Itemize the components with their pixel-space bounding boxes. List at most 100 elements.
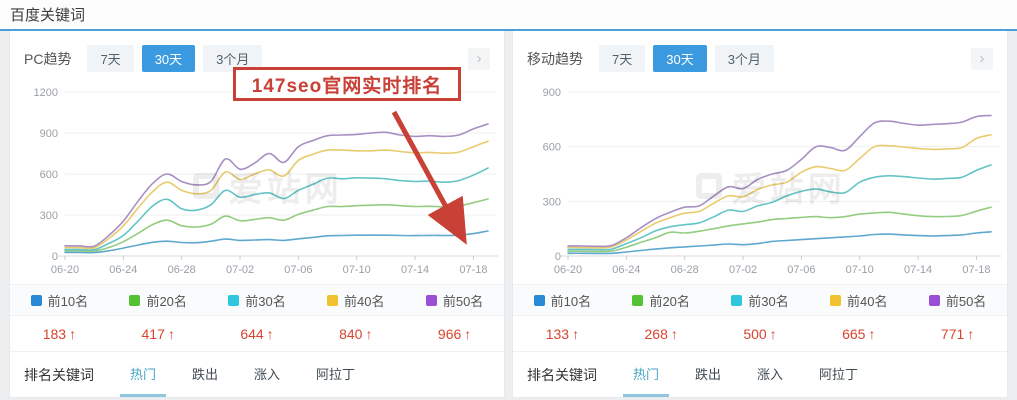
- svg-text:600: 600: [543, 142, 561, 154]
- svg-text:07-02: 07-02: [226, 264, 254, 276]
- svg-text:900: 900: [40, 128, 58, 140]
- keyword-tabs-label: 排名关键词: [24, 366, 94, 383]
- top10-swatch-icon: [533, 294, 545, 306]
- pc-line-chart: 0 300 600 900 1200 06-20 06-24 06-28 07-02 07-06 0…: [34, 87, 498, 276]
- svg-text:07-18: 07-18: [459, 264, 487, 276]
- count-top20: 417 ↑: [141, 325, 175, 342]
- legend-item-top30[interactable]: 前30名: [711, 291, 810, 310]
- svg-text:07-02: 07-02: [729, 264, 757, 276]
- legend-item-top30[interactable]: 前30名: [208, 291, 307, 310]
- svg-text:06-24: 06-24: [612, 264, 640, 276]
- mobile-range-tab-7d[interactable]: 7天: [599, 45, 646, 72]
- svg-text:300: 300: [40, 210, 58, 222]
- legend-item-top10[interactable]: 前10名: [10, 291, 109, 310]
- mobile-trend-label: 移动趋势: [527, 50, 583, 67]
- svg-text:900: 900: [543, 87, 561, 99]
- legend-item-top20[interactable]: 前20名: [109, 291, 208, 310]
- top20-swatch-icon: [632, 294, 644, 306]
- count-top10: 133 ↑: [545, 325, 580, 342]
- pc-keyword-tabs: 排名关键词 热门 跌出 涨入 阿拉丁: [10, 352, 504, 397]
- top40-swatch-icon: [327, 294, 339, 306]
- pc-range-tab-30d[interactable]: 30天: [141, 45, 196, 72]
- legend-item-top50[interactable]: 前50名: [908, 291, 1007, 310]
- mobile-keyword-tabs: 排名关键词 热门 跌出 涨入 阿拉丁: [513, 352, 1007, 397]
- svg-text:07-06: 07-06: [787, 264, 815, 276]
- count-top40: 665 ↑: [842, 325, 876, 342]
- top10-swatch-icon: [30, 294, 42, 306]
- mobile-panel-header: 移动趋势 7天 30天 3个月 ›: [513, 31, 1007, 78]
- count-top30: 644 ↑: [240, 325, 274, 342]
- page-header: 百度关键词: [0, 0, 1017, 31]
- mobile-trend-chart: 爱站网 0 300 600 900 06-20 06-24 06-28 07-02 07-06 0…: [513, 80, 1007, 284]
- kw-tab-dropped[interactable]: 跌出: [695, 366, 722, 382]
- up-arrow-icon: ↑: [69, 325, 77, 342]
- up-arrow-icon: ↑: [769, 325, 777, 342]
- trend-cards: PC趋势 7天 30天 3个月 › 爱站网 0 300 600 900 1200 06-2…: [0, 31, 1017, 398]
- up-arrow-icon: ↑: [167, 325, 175, 342]
- top30-swatch-icon: [731, 294, 743, 306]
- kw-tab-hot[interactable]: 热门: [623, 352, 670, 397]
- count-top50: 771 ↑: [940, 325, 975, 342]
- count-top40: 840 ↑: [339, 325, 373, 342]
- kw-tab-hot[interactable]: 热门: [120, 352, 167, 397]
- kw-tab-aladdin[interactable]: 阿拉丁: [316, 366, 356, 382]
- svg-text:07-10: 07-10: [343, 264, 371, 276]
- svg-text:07-10: 07-10: [846, 264, 874, 276]
- pc-panel-header: PC趋势 7天 30天 3个月 ›: [10, 31, 504, 78]
- svg-text:1200: 1200: [34, 87, 58, 99]
- mobile-trend-panel: 移动趋势 7天 30天 3个月 › 爱站网 0 300 600 900 06-20 06-…: [512, 31, 1008, 398]
- mobile-range-tab-3m[interactable]: 3个月: [714, 45, 774, 72]
- svg-text:07-14: 07-14: [904, 264, 932, 276]
- chevron-right-icon[interactable]: ›: [468, 47, 490, 70]
- legend-item-top20[interactable]: 前20名: [612, 291, 711, 310]
- pc-legend: 前10名 前20名 前30名 前40名 前50名: [10, 284, 504, 316]
- legend-item-top10[interactable]: 前10名: [513, 291, 612, 310]
- kw-tab-dropped[interactable]: 跌出: [192, 366, 219, 382]
- count-top20: 268 ↑: [644, 325, 678, 342]
- svg-text:06-24: 06-24: [109, 264, 137, 276]
- chevron-right-icon[interactable]: ›: [971, 47, 993, 70]
- svg-text:07-18: 07-18: [962, 264, 990, 276]
- count-top50: 966 ↑: [437, 325, 472, 342]
- up-arrow-icon: ↑: [464, 325, 472, 342]
- top40-swatch-icon: [830, 294, 842, 306]
- top50-swatch-icon: [425, 294, 437, 306]
- svg-text:06-20: 06-20: [554, 264, 582, 276]
- svg-text:06-28: 06-28: [168, 264, 196, 276]
- mobile-legend: 前10名 前20名 前30名 前40名 前50名: [513, 284, 1007, 316]
- pc-rank-counts: 183 ↑ 417 ↑ 644 ↑ 840 ↑ 966 ↑: [10, 316, 504, 352]
- count-top30: 500 ↑: [743, 325, 777, 342]
- page-title: 百度关键词: [10, 7, 86, 24]
- up-arrow-icon: ↑: [572, 325, 580, 342]
- up-arrow-icon: ↑: [967, 325, 975, 342]
- legend-item-top50[interactable]: 前50名: [405, 291, 504, 310]
- top50-swatch-icon: [928, 294, 940, 306]
- pc-trend-label: PC趋势: [24, 50, 72, 67]
- kw-tab-aladdin[interactable]: 阿拉丁: [819, 366, 859, 382]
- keyword-tabs-label: 排名关键词: [527, 366, 597, 383]
- top20-swatch-icon: [129, 294, 141, 306]
- count-top10: 183 ↑: [42, 325, 77, 342]
- pc-range-tab-7d[interactable]: 7天: [87, 45, 134, 72]
- svg-text:07-14: 07-14: [401, 264, 429, 276]
- legend-item-top40[interactable]: 前40名: [306, 291, 405, 310]
- svg-text:300: 300: [543, 196, 561, 208]
- svg-text:0: 0: [555, 251, 561, 263]
- up-arrow-icon: ↑: [670, 325, 678, 342]
- annotation-callout: 147seo官网实时排名: [233, 67, 461, 101]
- kw-tab-risen[interactable]: 涨入: [757, 366, 784, 382]
- svg-text:600: 600: [40, 169, 58, 181]
- up-arrow-icon: ↑: [365, 325, 373, 342]
- pc-trend-chart: 爱站网 0 300 600 900 1200 06-20 06-24 06-28 07-02 07…: [10, 80, 504, 284]
- svg-text:06-28: 06-28: [671, 264, 699, 276]
- svg-text:0: 0: [52, 251, 58, 263]
- up-arrow-icon: ↑: [266, 325, 274, 342]
- up-arrow-icon: ↑: [868, 325, 876, 342]
- mobile-rank-counts: 133 ↑ 268 ↑ 500 ↑ 665 ↑ 771 ↑: [513, 316, 1007, 352]
- kw-tab-risen[interactable]: 涨入: [254, 366, 281, 382]
- top30-swatch-icon: [228, 294, 240, 306]
- legend-item-top40[interactable]: 前40名: [809, 291, 908, 310]
- mobile-line-chart: 0 300 600 900 06-20 06-24 06-28 07-02 07-06 07-10…: [543, 87, 1001, 276]
- mobile-range-tab-30d[interactable]: 30天: [653, 45, 707, 72]
